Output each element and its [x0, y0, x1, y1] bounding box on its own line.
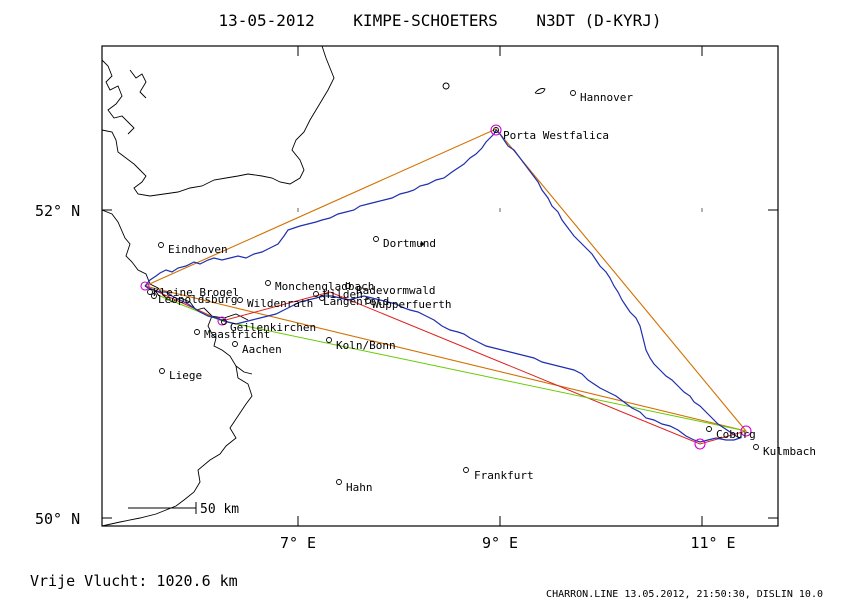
scale-bar: 50 km	[128, 502, 239, 517]
place-kleine-brogel: Kleine Brogel	[153, 286, 239, 299]
waypoint-dot	[420, 242, 424, 246]
place-labels: Hannover Porta Westfalica Dortmund Eindh…	[153, 91, 816, 494]
lat-label-50: 50° N	[35, 510, 80, 528]
place-geilenkirchen: Geilenkirchen	[230, 321, 316, 334]
free-flight-distance: Vrije Vlucht: 1020.6 km	[30, 572, 238, 590]
place-wildenrath: Wildenrath	[247, 297, 313, 310]
turnpoint-south	[694, 438, 706, 450]
place-coburg: Coburg	[716, 428, 756, 441]
place-koln-bonn: Koln/Bonn	[336, 339, 396, 352]
lon-label-7: 7° E	[280, 534, 316, 552]
place-langenfeld: Langenfeld	[323, 295, 389, 308]
country-borders	[101, 45, 546, 527]
turnpoints	[140, 124, 752, 450]
place-kulmbach: Kulmbach	[763, 445, 816, 458]
place-hannover: Hannover	[580, 91, 633, 104]
place-wupperfuerth: Wupperfuerth	[372, 298, 451, 311]
place-frankfurt: Frankfurt	[474, 469, 534, 482]
place-dortmund: Dortmund	[383, 237, 436, 250]
place-maastricht: Maastricht	[204, 328, 270, 341]
place-monchengladbach: Monchengladbach	[275, 280, 374, 293]
task-route	[144, 128, 748, 432]
turnpoint-start	[140, 281, 150, 291]
software-credit: CHARRON.LINE 13.05.2012, 21:50:30, DISLI…	[546, 589, 823, 600]
place-porta-westfalica: Porta Westfalica	[503, 129, 609, 142]
lon-label-11: 11° E	[690, 534, 735, 552]
turnpoint-porta	[490, 124, 502, 136]
lon-label-9: 9° E	[482, 534, 518, 552]
place-markers	[147, 90, 759, 485]
place-leopoldsburg: Leopoldsburg	[158, 293, 237, 306]
flight-track	[144, 128, 742, 443]
place-aachen: Aachen	[242, 343, 282, 356]
place-eindhoven: Eindhoven	[168, 243, 228, 256]
scale-bar-label: 50 km	[200, 502, 239, 517]
place-radevormwald: Radevormwald	[356, 284, 435, 297]
place-hahn: Hahn	[346, 481, 373, 494]
leg-green	[159, 295, 747, 432]
lat-label-52: 52° N	[35, 202, 80, 220]
map-title: 13-05-2012 KIMPE-SCHOETERS N3DT (D-KYRJ)	[218, 11, 661, 30]
place-hilden: Hilden	[323, 288, 363, 301]
turnpoint-coburg	[740, 425, 752, 437]
place-liege: Liege	[169, 369, 202, 382]
map-frame	[101, 45, 779, 527]
gridline-marks	[297, 208, 703, 520]
